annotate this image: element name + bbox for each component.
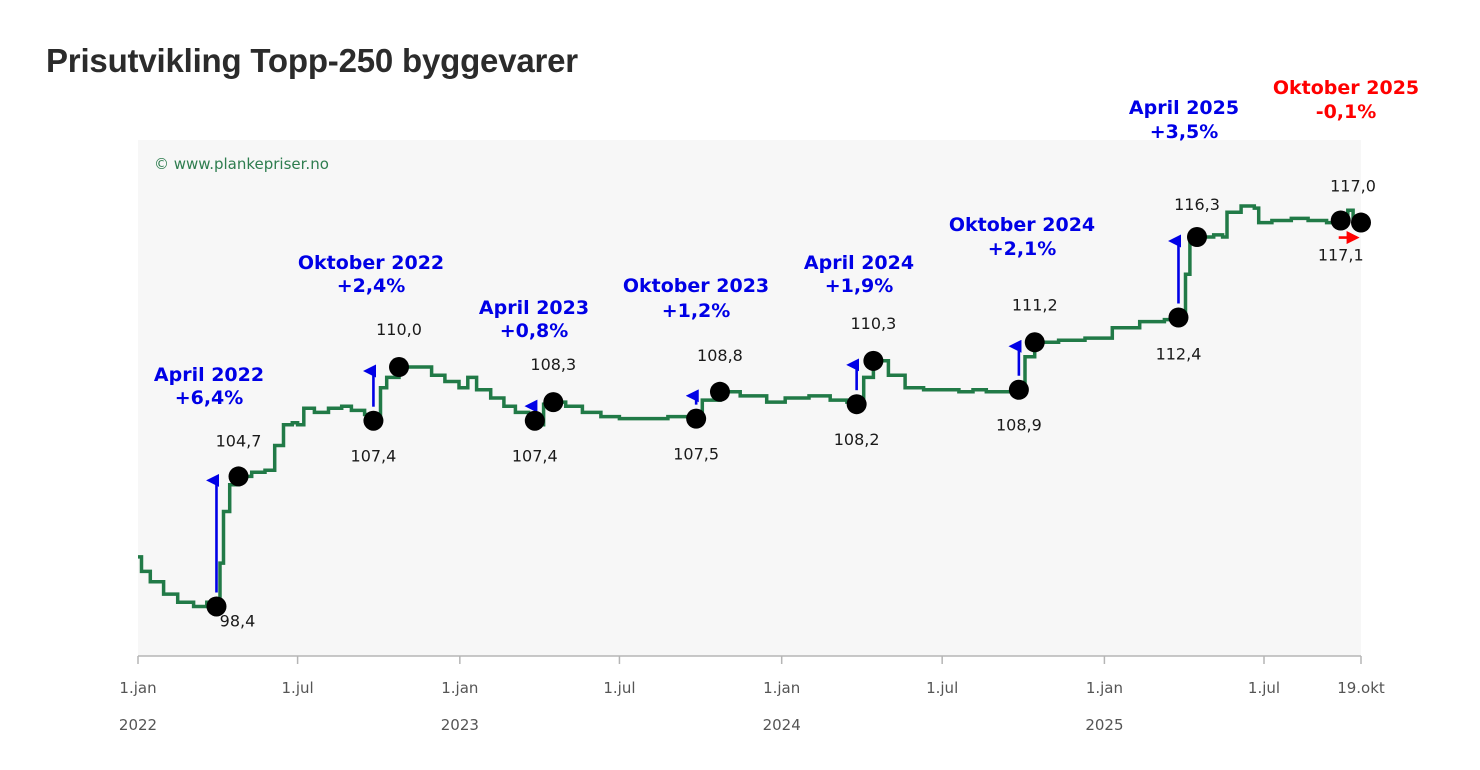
watermark: © www.plankepriser.no (154, 155, 329, 173)
data-marker (1330, 210, 1351, 231)
data-marker (206, 596, 227, 617)
marker-value-label: 117,1 (1318, 245, 1364, 264)
data-marker (543, 392, 564, 413)
x-tick-label: 1.jan (763, 679, 800, 697)
annotation-change: +1,2% (662, 300, 731, 322)
annotation-change: +6,4% (175, 387, 244, 409)
annotation-period: April 2024 (804, 252, 914, 274)
annotation-change: +2,1% (988, 238, 1057, 260)
annotation-period: Oktober 2022 (298, 252, 444, 274)
data-marker (686, 408, 707, 429)
data-marker (228, 466, 249, 487)
x-axis: 1.jan 1.jul 1.jan 1.jul 1.jan 1.jul 1.jan 1.jul… (119, 655, 1385, 734)
annotation-change: +2,4% (337, 275, 406, 297)
x-year-label: 2024 (763, 716, 801, 734)
annotation-change: +0,8% (500, 320, 569, 342)
annotation-period: April 2022 (154, 364, 264, 386)
x-tick-label: 1.jul (603, 679, 635, 697)
marker-value-label: 108,9 (996, 416, 1042, 435)
marker-value-label: 108,8 (697, 346, 743, 365)
x-year-label: 2023 (441, 716, 479, 734)
value-labels: 98,4 104,7 107,4 110,0 107,4 108,3 107,5 108,8 1… (216, 177, 1376, 631)
data-marker (1024, 332, 1045, 353)
data-marker (389, 357, 410, 378)
marker-value-label: 107,4 (512, 447, 558, 466)
plot-area (138, 140, 1361, 656)
marker-value-label: 110,3 (850, 314, 896, 333)
data-marker (709, 381, 730, 402)
x-tick-label: 1.jul (282, 679, 314, 697)
marker-value-label: 104,7 (216, 431, 262, 450)
annotation-period: April 2023 (479, 297, 589, 319)
annotation-change: +3,5% (1150, 121, 1219, 143)
markers (206, 210, 1371, 617)
marker-value-label: 107,5 (673, 445, 719, 464)
data-marker (1351, 212, 1371, 233)
data-marker (1008, 379, 1029, 400)
annotation-change: +1,9% (825, 275, 894, 297)
marker-value-label: 107,4 (351, 447, 397, 466)
annotation-period: Oktober 2025 (1273, 77, 1419, 99)
marker-value-label: 110,0 (376, 320, 422, 339)
x-year-label: 2022 (119, 716, 157, 734)
x-tick-label: 1.jan (1086, 679, 1123, 697)
change-arrows (206, 231, 1360, 593)
x-tick-label: 1.jul (926, 679, 958, 697)
marker-value-label: 108,2 (834, 430, 880, 449)
x-tick-label: 1.jul (1248, 679, 1280, 697)
data-marker (524, 410, 545, 431)
marker-value-label: 112,4 (1156, 345, 1202, 364)
x-tick-label: 1.jan (119, 679, 156, 697)
marker-value-label: 117,0 (1330, 177, 1376, 196)
page-title: Prisutvikling Topp-250 byggevarer (46, 42, 578, 79)
price-index-line (138, 204, 1363, 609)
data-marker (846, 394, 867, 415)
annotation-period: April 2025 (1129, 97, 1239, 119)
x-tick-label: 19.okt (1337, 679, 1385, 697)
data-marker (1168, 307, 1189, 328)
annotation-period: Oktober 2024 (949, 214, 1095, 236)
marker-value-label: 111,2 (1012, 295, 1058, 314)
annotation-period: Oktober 2023 (623, 275, 769, 297)
marker-value-label: 108,3 (530, 355, 576, 374)
data-marker (863, 350, 884, 371)
data-marker (363, 410, 384, 431)
data-marker (1186, 227, 1207, 248)
period-annotations: April 2022+6,4% Oktober 2022+2,4% April 20… (154, 77, 1419, 409)
x-tick-label: 1.jan (441, 679, 478, 697)
marker-value-label: 116,3 (1174, 195, 1220, 214)
x-year-label: 2025 (1085, 716, 1123, 734)
annotation-change: -0,1% (1316, 101, 1377, 123)
marker-value-label: 98,4 (220, 611, 256, 630)
